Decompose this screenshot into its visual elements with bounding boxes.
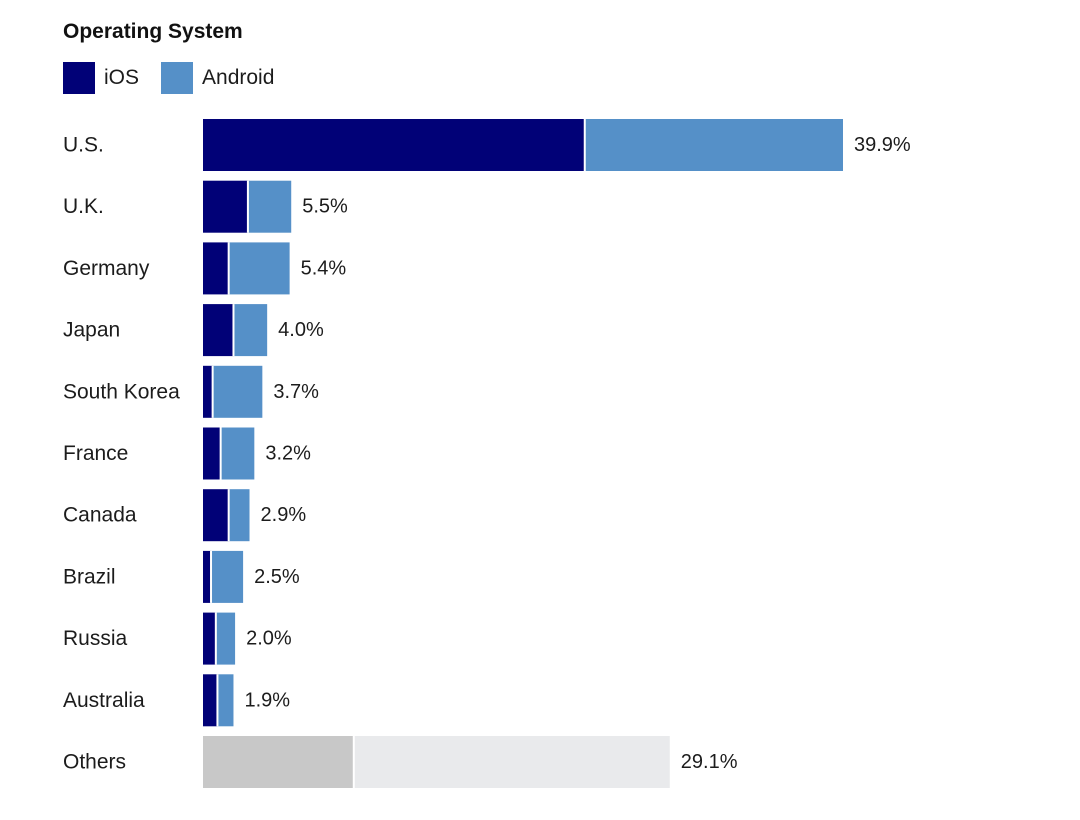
value-label-japan: 4.0% [278,319,324,341]
category-label-canada: Canada [63,504,137,527]
bar-canada-ios [203,489,229,542]
chart-legend: iOS Android [63,62,296,94]
bar-separator-canada [227,489,230,542]
legend-label-android: Android [202,66,275,89]
category-label-others: Others [63,751,126,774]
bar-separator-u-k [246,180,249,233]
bar-australia-ios [203,674,218,727]
bar-separator-japan [232,304,235,357]
bar-germany-android [228,242,290,295]
category-label-south-korea: South Korea [63,380,180,403]
value-label-germany: 5.4% [301,257,347,279]
value-label-u-s: 39.9% [854,134,911,156]
category-label-russia: Russia [63,627,128,650]
category-label-germany: Germany [63,257,150,280]
value-label-russia: 2.0% [246,628,292,650]
bar-germany-ios [203,242,229,295]
bar-separator-russia [214,612,217,665]
value-label-canada: 2.9% [261,504,307,526]
bar-others-ios [203,736,354,788]
value-label-south-korea: 3.7% [273,381,319,403]
legend-item-android: Android [161,62,274,94]
bar-others-android [353,736,670,788]
category-label-japan: Japan [63,319,120,342]
bar-u-k-ios [203,180,248,233]
bar-brazil-android [211,550,244,603]
legend-label-ios: iOS [104,66,140,89]
value-label-u-k: 5.5% [302,196,348,218]
bar-south-korea-ios [203,365,213,418]
category-label-u-s: U.S. [63,134,104,157]
bar-separator-others [352,736,355,788]
value-label-others: 29.1% [681,751,738,773]
value-label-france: 3.2% [265,443,311,465]
bar-separator-south-korea [211,365,214,418]
bar-russia-ios [203,612,216,665]
bar-separator-brazil [210,550,213,603]
bar-separator-france [219,427,222,480]
legend-swatch-android [161,62,194,94]
bar-separator-germany [227,242,230,295]
bar-france-android [220,427,255,480]
chart-title: Operating System [63,20,243,43]
bar-separator-u-s [583,119,586,171]
category-label-france: France [63,442,128,465]
bar-separator-australia [216,674,219,727]
bar-u-s-ios [203,119,585,171]
bar-u-s-android [584,119,843,171]
category-label-australia: Australia [63,689,145,712]
bar-russia-android [215,612,236,665]
bar-france-ios [203,427,221,480]
value-label-brazil: 2.5% [254,566,300,588]
legend-item-ios: iOS [63,62,139,94]
bar-australia-android [217,674,234,727]
bar-u-k-android [247,180,292,233]
bar-south-korea-android [212,365,263,418]
category-label-brazil: Brazil [63,565,116,588]
bar-canada-android [228,489,250,542]
legend-swatch-ios [63,62,95,94]
bar-japan-android [233,304,268,357]
category-label-u-k: U.K. [63,195,104,218]
bar-brazil-ios [203,550,212,603]
bar-japan-ios [203,304,234,357]
value-label-australia: 1.9% [244,689,290,711]
